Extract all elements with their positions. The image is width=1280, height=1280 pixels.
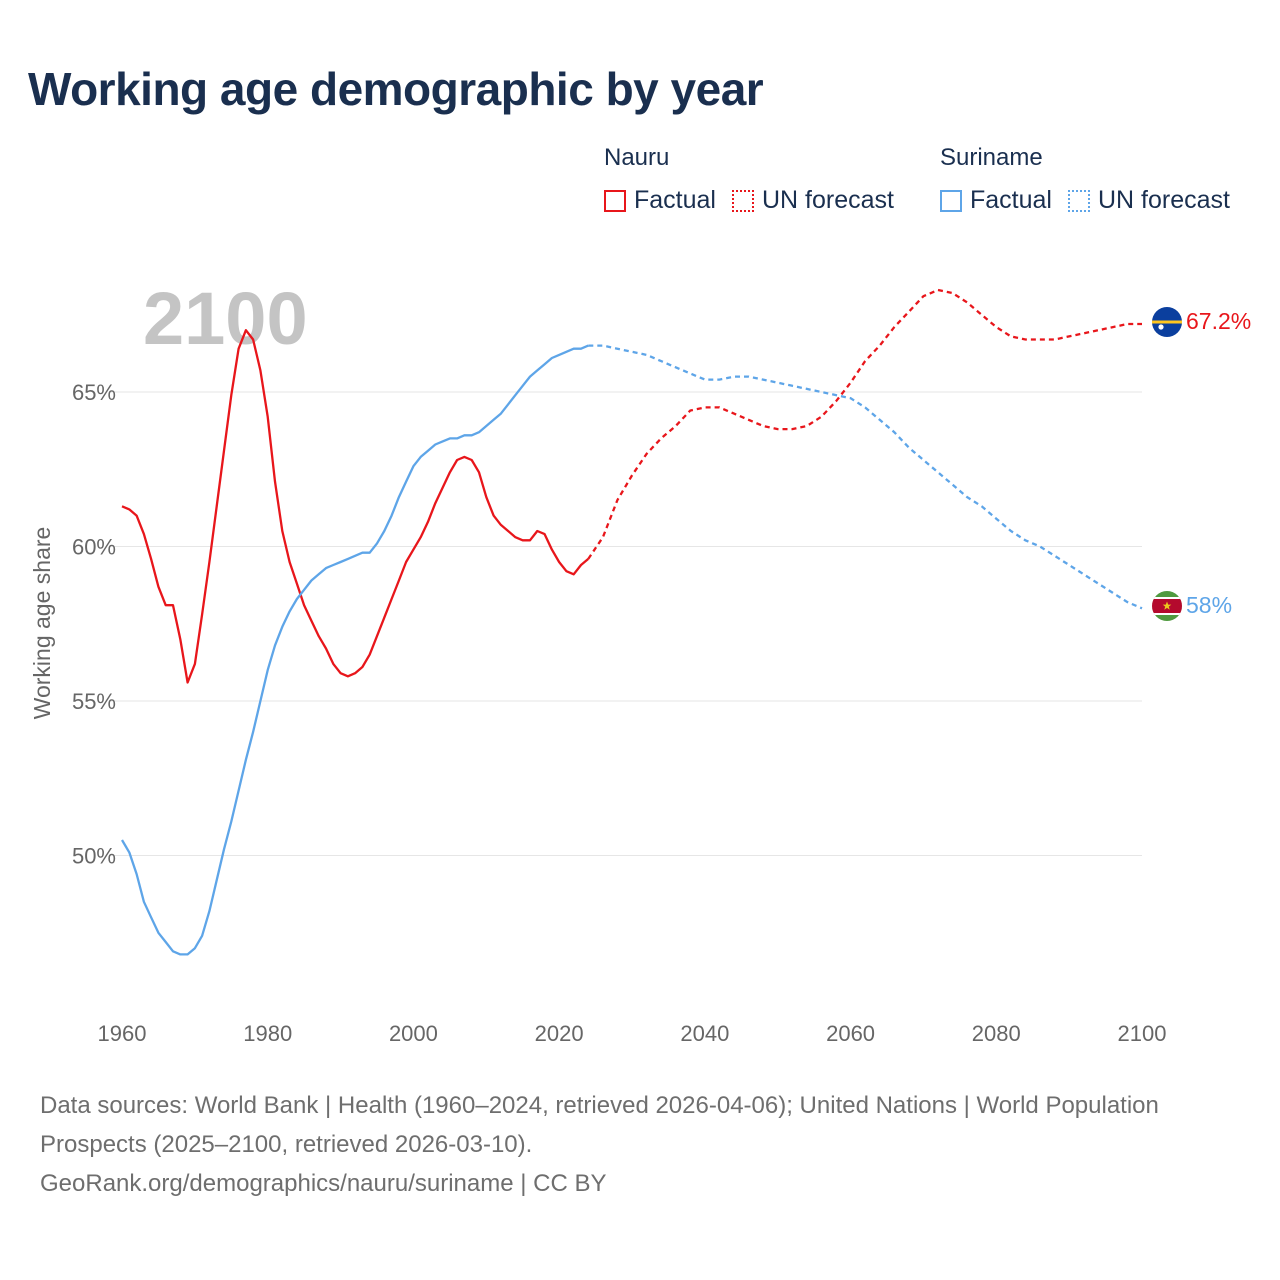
chart-title: Working age demographic by year (28, 63, 764, 115)
forecast-swatch-icon (1067, 189, 1090, 212)
nauru-factual-line[interactable] (121, 329, 590, 684)
series-lines (121, 288, 1143, 956)
gridlines (110, 391, 1142, 856)
legend-nauru-factual[interactable]: Factual (604, 186, 716, 215)
suriname-forecast-line[interactable] (588, 344, 1143, 610)
y-axis-label: Working age share (29, 527, 55, 720)
nauru-flag-icon (1152, 307, 1182, 337)
y-tick-label: 55% (72, 689, 116, 714)
suriname-factual-line[interactable] (121, 344, 589, 956)
legend-label: UN forecast (761, 186, 894, 214)
x-tick-label: 2100 (1118, 1021, 1167, 1046)
legend-nauru-forecast[interactable]: UN forecast (731, 186, 894, 215)
x-tick-label: 1980 (243, 1021, 292, 1046)
legend-nauru-name: Nauru (604, 144, 670, 171)
legend-suriname: Suriname Factual UN forecast (940, 144, 1246, 215)
factual-swatch-icon (604, 189, 626, 212)
x-tick-label: 2060 (826, 1021, 875, 1046)
y-tick-label: 65% (72, 380, 116, 405)
y-axis-ticks: 50% 55% 60% 65% (72, 380, 116, 869)
line-chart: 2100 50% 55% 60% 65% 1960 1980 2000 2020 2040 20… (29, 277, 1251, 1046)
suriname-end-label: 58% (1186, 592, 1232, 618)
y-tick-label: 50% (72, 844, 116, 869)
x-tick-label: 2000 (389, 1021, 438, 1046)
year-watermark: 2100 (143, 277, 308, 360)
legend-suriname-forecast[interactable]: UN forecast (1067, 186, 1230, 215)
forecast-swatch-icon (731, 189, 754, 212)
footer-credit[interactable]: GeoRank.org/demographics/nauru/suriname … (40, 1170, 607, 1197)
legend-label: Factual (970, 186, 1052, 214)
x-axis-ticks: 1960 1980 2000 2020 2040 2060 2080 2100 (98, 1021, 1167, 1046)
legend-suriname-name: Suriname (940, 144, 1043, 171)
factual-swatch-icon (940, 189, 962, 212)
suriname-flag-icon (1152, 591, 1182, 621)
legend-label: UN forecast (1097, 186, 1230, 214)
nauru-forecast-line[interactable] (587, 288, 1142, 560)
legend-suriname-factual[interactable]: Factual (940, 186, 1052, 215)
x-tick-label: 1960 (98, 1021, 147, 1046)
footer-sources: Data sources: World Bank | Health (1960–… (40, 1092, 1159, 1158)
x-tick-label: 2020 (535, 1021, 584, 1046)
footer: Data sources: World Bank | Health (1960–… (40, 1086, 1200, 1203)
y-tick-label: 60% (72, 535, 116, 560)
x-tick-label: 2080 (972, 1021, 1021, 1046)
legend-label: Factual (634, 186, 716, 214)
legend-nauru: Nauru Factual UN forecast (604, 144, 910, 215)
x-tick-label: 2040 (680, 1021, 729, 1046)
nauru-end-label: 67.2% (1186, 308, 1251, 334)
